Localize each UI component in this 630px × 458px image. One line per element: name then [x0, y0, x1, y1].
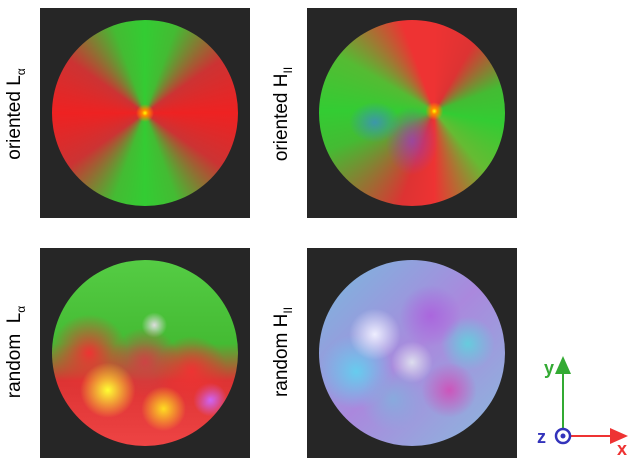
panel-image: [307, 8, 517, 218]
axis-label: z: [537, 427, 546, 447]
axis-label: y: [544, 358, 554, 378]
panel-image: [40, 8, 250, 218]
panel-image: [307, 248, 517, 458]
axis-label: x: [617, 439, 627, 456]
panel-image: [40, 248, 250, 458]
